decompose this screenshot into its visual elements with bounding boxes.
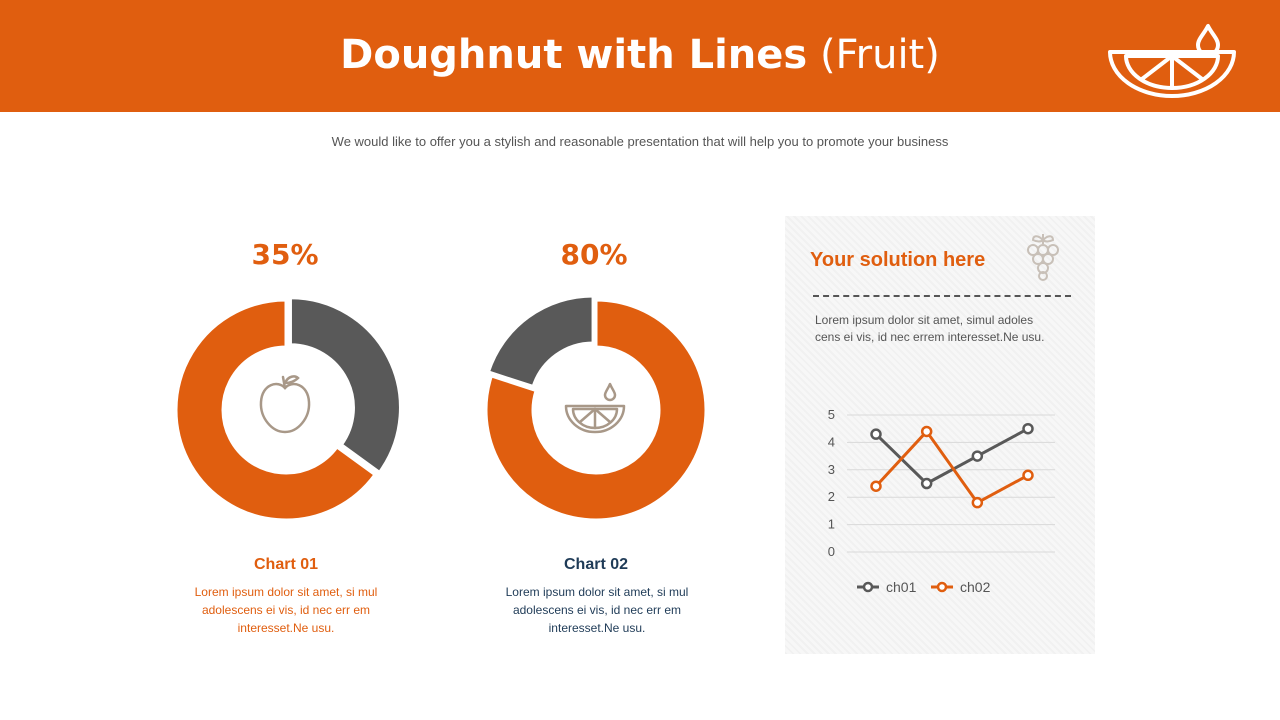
series-point-ch02 [920,425,933,438]
title-bold: Doughnut with Lines [340,32,808,78]
doughnut-chart-2 [484,294,708,522]
solution-panel: Your solution here Lorem ipsum dolor sit… [785,216,1095,654]
page-title: Doughnut with Lines (Fruit) [0,30,1280,80]
chart1-description: Lorem ipsum dolor sit amet, si mul adole… [194,585,378,635]
donut2-slice-2 [486,294,595,389]
series-point-ch01 [1022,422,1034,435]
y-tick-label: 2 [828,489,835,504]
line-chart: 0 1 2 3 4 5 ch01 ch02 [828,407,1055,595]
chart2-title: Chart 02 [563,556,629,573]
donut1-slice-1 [288,296,402,475]
chart2-percent: 80% [560,238,628,271]
apple-icon [259,375,311,434]
legend-label: ch01 [886,579,917,595]
series-point-ch01 [920,477,933,490]
panel-description: Lorem ipsum dolor sit amet, simul adoles… [815,313,1045,344]
y-tick-label: 5 [828,407,835,422]
series-point-ch01 [971,450,984,462]
series-line-ch02 [874,429,1029,505]
legend-swatch-marker [936,581,948,593]
dashed-divider [813,295,1071,297]
y-tick-label: 4 [828,434,835,449]
legend-label: ch02 [960,579,991,595]
y-tick-label: 3 [828,462,835,477]
panel-title: Your solution here [810,249,986,271]
series-point-ch02 [971,496,984,509]
orange-slice-icon [564,382,626,434]
series-point-ch02 [1022,469,1034,482]
header-bar: Doughnut with Lines (Fruit) [0,0,1280,112]
chart2-description: Lorem ipsum dolor sit amet, si mul adole… [505,585,689,635]
doughnut-chart-1 [174,296,402,522]
donut1-slice-2 [174,298,378,522]
series-point-ch01 [870,428,882,440]
orange-slice-icon [1108,24,1236,98]
y-tick-label: 1 [828,517,835,532]
y-tick-label: 0 [828,544,835,559]
donut2-slice-1 [484,298,708,522]
grapes-icon [1027,234,1059,281]
series-line-ch01 [874,427,1029,485]
subtitle: We would like to offer you a stylish and… [331,134,949,149]
chart1-title: Chart 01 [253,556,319,573]
series-point-ch02 [870,480,882,492]
title-light: (Fruit) [819,32,940,78]
legend-swatch-marker [862,581,874,593]
chart1-percent: 35% [251,238,319,271]
